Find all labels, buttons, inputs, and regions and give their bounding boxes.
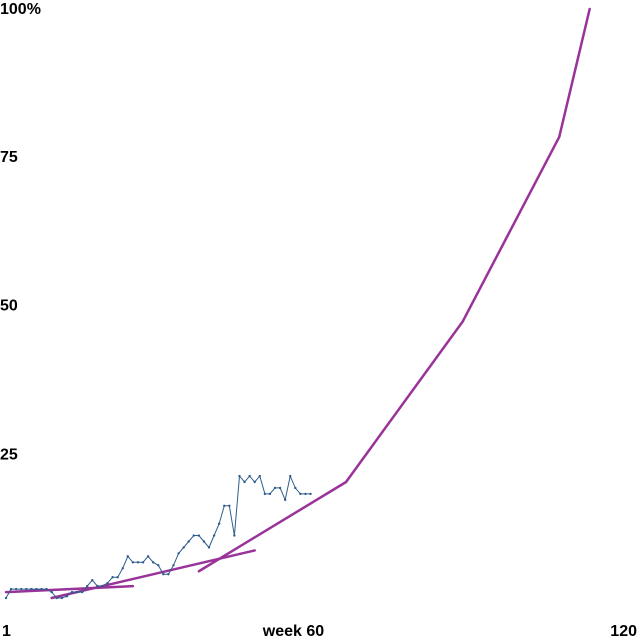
observed-point-50 [253,480,256,484]
observed-point-33 [167,573,170,576]
x-axis-tick-labels: 1 week 60 120 [2,623,637,640]
observed-point-55 [278,486,282,490]
observed-point-10 [50,590,53,594]
observed-point-53 [268,492,272,496]
observed-point-56 [283,498,287,502]
observed-point-17 [86,584,89,588]
x-tick-label-0: 1 [2,623,11,640]
observed-point-11 [55,596,58,600]
observed-point-29 [146,555,150,558]
observed-point-44 [223,504,226,507]
y-tick-label-75: 75 [0,149,18,166]
observed-point-52 [263,492,267,496]
y-tick-label-50: 50 [0,298,18,315]
observed-point-4 [20,587,23,591]
trend-segments [4,7,591,600]
y-tick-label-100: 100% [0,1,41,18]
y-axis-tick-labels: 100% 75 50 25 [0,1,41,463]
observed-point-18 [91,578,94,582]
observed-point-21 [106,581,109,585]
observed-point-48 [243,480,246,484]
observed-point-51 [258,474,261,478]
observed-point-5 [25,587,28,591]
x-tick-label-2: 120 [610,623,637,640]
observed-point-38 [192,534,195,537]
y-tick-label-25: 25 [0,446,18,463]
observed-point-41 [207,546,211,549]
observed-point-42 [212,534,216,537]
observed-point-9 [45,587,48,591]
observed-point-24 [121,567,124,570]
trend-segment-4 [344,320,465,484]
observed-point-26 [131,561,135,564]
observed-point-60 [304,492,307,496]
observed-point-28 [141,561,145,564]
observed-point-12 [60,596,64,600]
observed-point-30 [151,561,155,564]
observed-point-15 [75,590,79,594]
observed-point-32 [162,573,165,576]
observed-point-46 [233,534,236,537]
observed-point-6 [30,587,33,591]
observed-point-39 [197,534,201,537]
observed-point-58 [294,486,297,490]
observed-point-37 [187,540,190,543]
x-tick-label-1: week 60 [262,623,324,640]
observed-point-13 [65,595,69,598]
observed-point-36 [182,546,185,549]
observed-point-31 [157,564,160,567]
observed-point-22 [111,576,114,579]
trend-segment-3 [197,480,348,573]
trend-segment-5 [461,135,561,323]
observed-point-19 [96,584,99,588]
trend-segment-1 [4,584,135,594]
observed-point-23 [116,576,119,579]
observed-point-1 [4,596,8,600]
observed-point-7 [35,587,38,591]
observed-point-59 [299,492,302,496]
observed-point-45 [228,504,231,507]
observed-point-57 [289,474,292,478]
observed-point-34 [172,564,175,567]
trend-segment-6 [557,7,591,139]
observed-point-20 [101,584,104,588]
observed-point-43 [217,522,221,525]
observed-point-2 [9,587,13,591]
observed-point-35 [177,552,180,555]
observed-point-47 [238,474,241,478]
observed-point-8 [40,587,43,591]
observed-point-14 [70,590,74,594]
observed-point-3 [14,587,18,591]
observed-series [4,474,312,600]
observed-point-25 [126,555,130,558]
observed-point-49 [248,474,251,478]
observed-point-40 [202,540,206,543]
observed-point-27 [136,561,140,564]
observed-point-61 [309,492,312,496]
observed-point-54 [273,486,277,490]
observed-point-16 [80,590,84,594]
